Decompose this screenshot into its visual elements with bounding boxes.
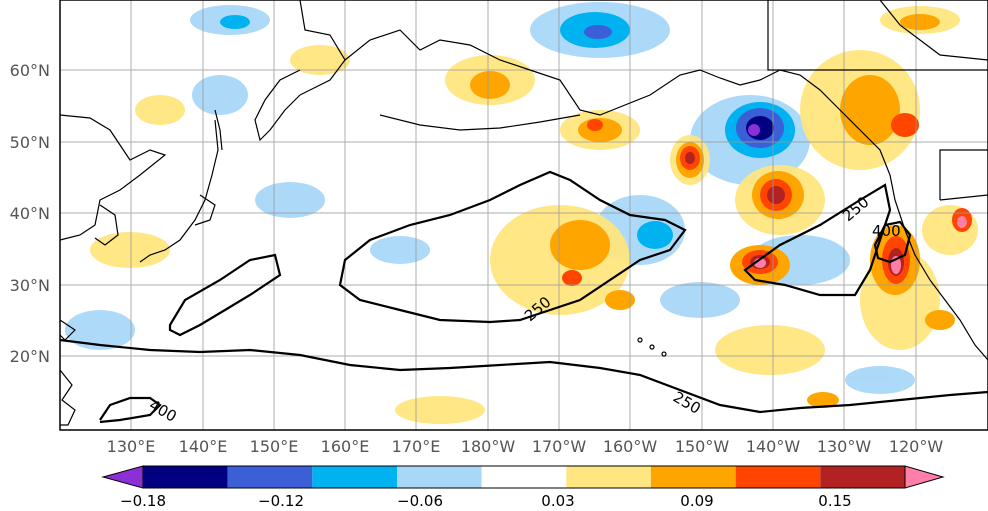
colorbar-segment: [566, 466, 651, 488]
lat-label-50n: 50°N: [10, 133, 50, 152]
lon-label-140w: 140°W: [746, 437, 801, 456]
lon-label-120w: 120°W: [889, 437, 944, 456]
coastlines: [59, 0, 988, 426]
map-panel: 250 250 400 250 400: [59, 0, 988, 431]
lon-label-140e: 140°E: [179, 437, 228, 456]
colorbar-arrow-min: [101, 465, 144, 489]
lat-label-60n: 60°N: [10, 61, 50, 80]
lon-label-150w: 150°W: [675, 437, 730, 456]
lon-label-150e: 150°E: [250, 437, 299, 456]
anomaly-shading: [65, 2, 978, 424]
lat-label-20n: 20°N: [10, 347, 50, 366]
latitude-labels: 60°N 50°N 40°N 30°N 20°N: [10, 61, 50, 366]
colorbar: −0.18 −0.12 −0.06 0.03 0.09 0.15: [101, 465, 945, 510]
colorbar-segment: [397, 466, 482, 488]
graticule: [60, 0, 988, 430]
colorbar-segment: [481, 466, 567, 488]
lat-label-40n: 40°N: [10, 204, 50, 223]
lon-label-170w: 170°W: [532, 437, 587, 456]
colorbar-segment: [820, 466, 905, 488]
colorbar-segment: [735, 466, 821, 488]
map-frame: [59, 0, 988, 431]
colorbar-tick-neg018: −0.18: [120, 492, 166, 510]
colorbar-tick-neg006: −0.06: [397, 492, 443, 510]
contour-label-400-east: 400: [872, 222, 901, 240]
colorbar-arrow-max: [904, 465, 945, 489]
lon-label-170e: 170°E: [392, 437, 441, 456]
lon-label-130w: 130°W: [817, 437, 872, 456]
colorbar-tick-009: 0.09: [680, 492, 713, 510]
lat-label-30n: 30°N: [10, 276, 50, 295]
colorbar-segment: [143, 466, 228, 488]
colorbar-tick-neg012: −0.12: [258, 492, 304, 510]
lon-label-160w: 160°W: [603, 437, 658, 456]
colorbar-segment: [312, 466, 397, 488]
colorbar-segment: [651, 466, 736, 488]
lon-label-160e: 160°E: [321, 437, 370, 456]
colorbar-tick-003: 0.03: [541, 492, 574, 510]
colorbar-frame: [142, 465, 906, 489]
lon-label-180w: 180°W: [461, 437, 516, 456]
colorbar-segment: [227, 466, 313, 488]
lon-label-130e: 130°E: [107, 437, 156, 456]
contours: [59, 170, 988, 424]
colorbar-tick-015: 0.15: [818, 492, 851, 510]
longitude-labels: 130°E 140°E 150°E 160°E 170°E 180°W 170°…: [107, 437, 944, 456]
colorbar-segments: [101, 465, 945, 489]
